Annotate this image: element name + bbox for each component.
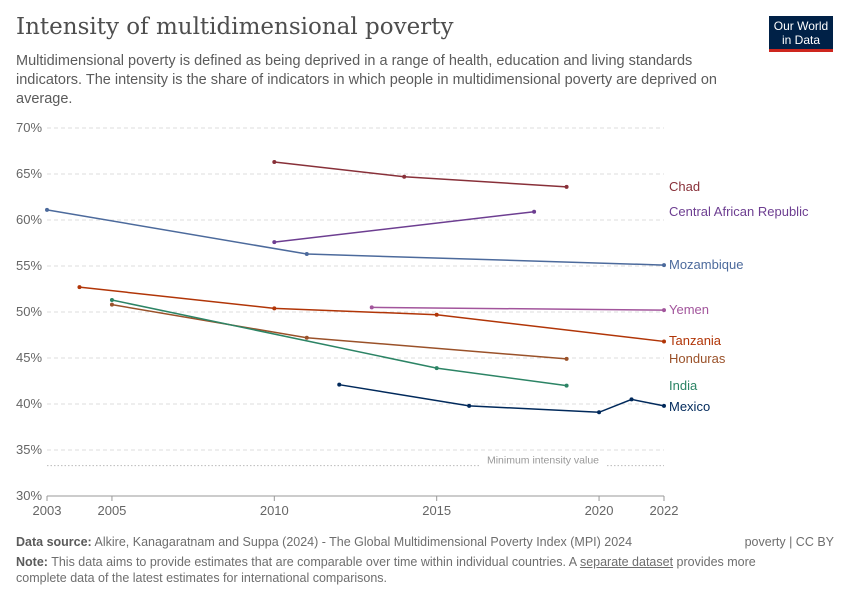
y-tick-label: 30% — [16, 488, 42, 503]
source-text: Alkire, Kanagaratnam and Suppa (2024) - … — [94, 535, 633, 549]
data-point-chad — [272, 160, 277, 165]
series-line-yemen — [371, 306, 665, 311]
y-tick-label: 55% — [16, 258, 42, 273]
x-tick-label: 2020 — [585, 503, 614, 518]
legend-label-mozambique: Mozambique — [669, 257, 743, 272]
data-point-india — [109, 298, 114, 303]
data-point-chad — [564, 184, 569, 189]
data-point-mexico — [629, 397, 634, 402]
data-point-honduras — [564, 356, 569, 361]
data-source: Data source: Alkire, Kanagaratnam and Su… — [16, 534, 632, 550]
data-point-tanzania — [77, 285, 82, 290]
data-point-mexico — [467, 403, 472, 408]
source-label: Data source: — [16, 535, 92, 549]
note-label: Note: — [16, 555, 48, 569]
data-point-mozambique — [662, 263, 666, 268]
y-tick-label: 35% — [16, 442, 42, 457]
data-point-mexico — [337, 382, 342, 387]
data-point-tanzania — [272, 306, 277, 311]
owid-logo[interactable]: Our World in Data — [769, 16, 833, 52]
reference-label-bg — [480, 455, 606, 467]
y-tick-label: 70% — [16, 120, 42, 135]
line-chart: 30% 35% 40% 45% 50% 55% 60% 65% 70% 2003 2005 2010 2… — [16, 120, 809, 518]
data-point-yemen — [662, 308, 666, 313]
note-text-2: provides more complete data of the lates… — [16, 555, 756, 585]
data-point-tanzania — [434, 312, 439, 317]
series-line-tanzania — [79, 286, 665, 343]
y-tick-label: 45% — [16, 350, 42, 365]
data-point-honduras — [109, 302, 114, 307]
data-point-india — [434, 366, 439, 371]
y-tick-label: 60% — [16, 212, 42, 227]
chart-subtitle: Multidimensional poverty is defined as b… — [16, 53, 717, 107]
x-tick-label: 2010 — [260, 503, 289, 518]
data-point-mexico — [662, 403, 666, 408]
license[interactable]: poverty | CC BY — [744, 535, 834, 549]
chart-title: Intensity of multidimensional poverty — [16, 14, 454, 40]
data-point-mozambique — [45, 207, 49, 212]
reference-line-label: Minimum intensity value — [487, 455, 599, 467]
legend-label-tanzania: Tanzania — [669, 333, 722, 348]
series-line-central-african-republic — [274, 210, 535, 243]
data-point-mexico — [597, 410, 602, 415]
data-point-yemen — [369, 305, 374, 310]
series-line-mexico — [339, 383, 665, 414]
legend-label-central-african-republic: Central African Republic — [669, 204, 809, 219]
series-line-mozambique — [46, 209, 665, 266]
data-point-tanzania — [662, 339, 666, 344]
note: Note: This data aims to provide estimate… — [16, 554, 806, 586]
separate-dataset-link[interactable]: separate dataset — [579, 555, 674, 569]
data-point-india — [564, 383, 569, 388]
x-tick-label: 2022 — [650, 503, 679, 518]
legend-label-india: India — [669, 378, 698, 393]
series-line-india — [111, 299, 567, 387]
legend-label-honduras: Honduras — [669, 351, 726, 366]
data-point-honduras — [304, 335, 309, 340]
legend-label-chad: Chad — [669, 179, 700, 194]
legend-label-mexico: Mexico — [669, 399, 710, 414]
series-line-honduras — [111, 303, 567, 360]
x-tick-label: 2003 — [33, 503, 62, 518]
x-tick-label: 2015 — [422, 503, 451, 518]
legend-label-yemen: Yemen — [669, 302, 709, 317]
note-text: This data aims to provide estimates that… — [51, 555, 580, 569]
data-point-central-african-republic — [272, 240, 277, 245]
y-tick-label: 40% — [16, 396, 42, 411]
y-tick-label: 50% — [16, 304, 42, 319]
y-tick-label: 65% — [16, 166, 42, 181]
data-point-central-african-republic — [532, 209, 537, 214]
data-point-chad — [402, 174, 407, 179]
data-point-mozambique — [304, 252, 309, 257]
x-tick-label: 2005 — [97, 503, 126, 518]
